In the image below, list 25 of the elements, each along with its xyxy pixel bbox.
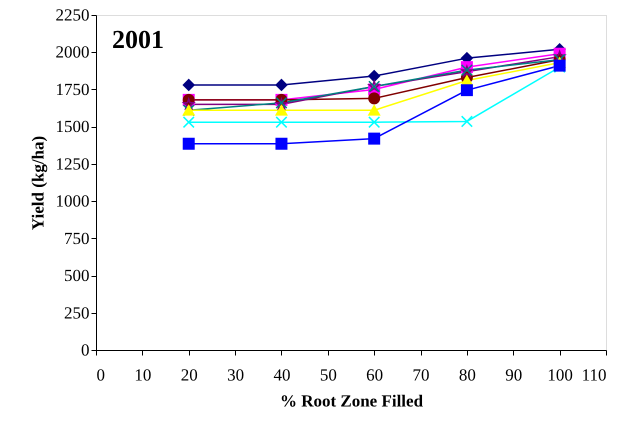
x-tick-label: 110	[582, 366, 606, 384]
y-tick-label: 500	[64, 266, 90, 286]
x-tick-label: 40	[273, 366, 290, 384]
y-axis-title: Yield (kg/ha)	[28, 136, 48, 230]
y-tick-label: 0	[81, 340, 90, 360]
y-tick-label: 2250	[56, 6, 90, 24]
x-tick-label: 90	[505, 366, 522, 384]
y-tick-label: 1500	[56, 117, 90, 136]
y-tick-label: 1750	[56, 80, 90, 99]
y-tick-label: 250	[64, 303, 90, 322]
y-tick-label: 2000	[56, 42, 90, 62]
x-tick-label: 50	[320, 366, 337, 384]
x-tick-label: 60	[366, 366, 384, 384]
x-tick-label: 10	[134, 366, 152, 384]
y-tick-label: 1250	[56, 154, 90, 174]
x-tick-label: 30	[227, 366, 244, 384]
x-tick-label: 80	[458, 366, 476, 384]
x-tick-label: 100	[547, 366, 573, 384]
x-tick-label: 20	[180, 366, 198, 384]
x-tick-label: 70	[412, 366, 430, 384]
y-tick-label: 1000	[56, 192, 90, 211]
y-tick-label: 750	[64, 228, 90, 248]
annotation: 2001	[112, 25, 164, 54]
x-axis-title: % Root Zone Filled	[280, 392, 424, 410]
x-tick-label: 0	[96, 366, 105, 384]
